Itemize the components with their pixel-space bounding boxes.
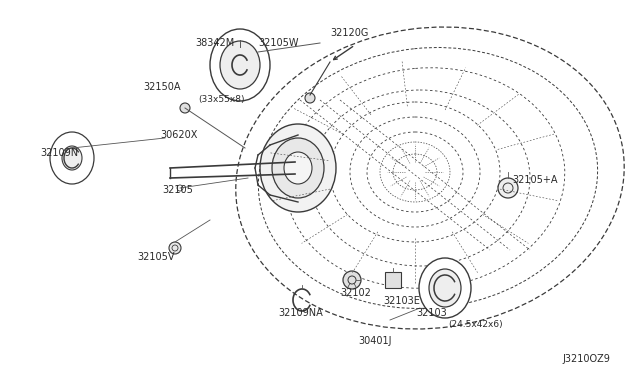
Text: 32103E: 32103E (383, 296, 420, 306)
Circle shape (498, 178, 518, 198)
Ellipse shape (210, 29, 270, 101)
Circle shape (169, 242, 181, 254)
Text: 32120G: 32120G (330, 28, 369, 38)
Text: 32105+A: 32105+A (512, 175, 557, 185)
Ellipse shape (284, 152, 312, 184)
Text: 32109N: 32109N (40, 148, 78, 158)
Text: 32109NA: 32109NA (278, 308, 323, 318)
Text: (33x55x8): (33x55x8) (198, 95, 244, 104)
Text: 30401J: 30401J (358, 336, 392, 346)
Text: 32105: 32105 (162, 185, 193, 195)
Text: 32105V: 32105V (137, 252, 175, 262)
Ellipse shape (419, 258, 471, 318)
Text: 32105W: 32105W (258, 38, 298, 48)
Text: J3210OZ9: J3210OZ9 (562, 354, 610, 364)
Circle shape (343, 271, 361, 289)
Text: 32150A: 32150A (143, 82, 180, 92)
Ellipse shape (50, 132, 94, 184)
Circle shape (180, 103, 190, 113)
Text: (24.5x42x6): (24.5x42x6) (448, 320, 502, 329)
Text: 30620X: 30620X (160, 130, 197, 140)
Bar (385, 272, 401, 288)
Text: 38342M: 38342M (195, 38, 234, 48)
Ellipse shape (220, 41, 260, 89)
Ellipse shape (62, 146, 82, 170)
Text: 32102: 32102 (340, 288, 371, 298)
Ellipse shape (260, 124, 336, 212)
Text: 32103: 32103 (416, 308, 447, 318)
Ellipse shape (429, 269, 461, 307)
Circle shape (305, 93, 315, 103)
Ellipse shape (272, 138, 324, 198)
